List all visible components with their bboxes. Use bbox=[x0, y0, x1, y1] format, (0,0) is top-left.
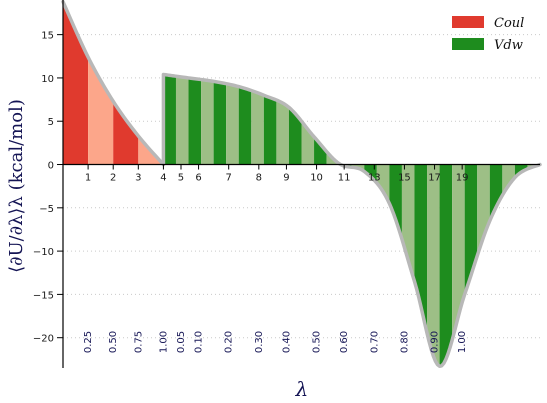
lambda-label: 0.30 bbox=[254, 331, 265, 353]
y-tick-label: −15 bbox=[33, 290, 54, 301]
x-index-label: 7 bbox=[226, 173, 232, 184]
coul-stripe bbox=[88, 57, 114, 165]
lambda-label: 0.90 bbox=[430, 331, 441, 353]
vdw-stripe bbox=[213, 81, 227, 165]
y-tick-label: −20 bbox=[33, 334, 54, 345]
lambda-label: 0.20 bbox=[224, 331, 235, 353]
lambda-label: 1.00 bbox=[158, 331, 169, 353]
y-tick-label: −10 bbox=[33, 247, 54, 258]
x-index-label: 19 bbox=[456, 173, 469, 184]
vdw-stripe bbox=[251, 90, 264, 165]
vdw-stripe bbox=[401, 164, 415, 282]
legend-label-coul: Coul bbox=[494, 16, 524, 31]
vdw-stripe bbox=[489, 164, 503, 221]
y-tick-label: 15 bbox=[41, 31, 54, 42]
lambda-label: 0.40 bbox=[281, 331, 292, 353]
vdw-stripe bbox=[276, 100, 289, 165]
lambda-label: 1.00 bbox=[457, 331, 468, 353]
vdw-curve bbox=[161, 72, 542, 369]
lambda-label: 0.50 bbox=[108, 331, 119, 353]
vdw-stripe bbox=[238, 86, 252, 165]
vdw-stripe bbox=[477, 164, 490, 256]
x-index-label: 17 bbox=[428, 173, 441, 184]
vdw-stripe bbox=[452, 164, 465, 341]
x-index-label: 10 bbox=[310, 173, 323, 184]
lambda-label: 0.25 bbox=[83, 331, 94, 353]
x-index-label: 5 bbox=[178, 173, 184, 184]
x-index-label: 13 bbox=[368, 173, 381, 184]
lambda-label: 0.80 bbox=[399, 331, 410, 353]
legend-swatch-vdw bbox=[452, 38, 484, 50]
vdw-stripe bbox=[175, 76, 189, 165]
x-axis: 1 2 3 4 5 6 7 8 9 10 11 13 15 17 19 0.25 0.50 0.75 1.00 0.0… bbox=[83, 164, 469, 353]
vdw-stripe bbox=[163, 74, 176, 165]
vdw-stripe bbox=[314, 136, 327, 165]
vdw-stripe bbox=[301, 121, 315, 165]
lambda-label: 0.10 bbox=[194, 331, 205, 353]
x-index-label: 15 bbox=[398, 173, 411, 184]
vdw-stripe bbox=[226, 83, 239, 165]
vdw-stripe bbox=[288, 107, 302, 165]
x-index-label: 11 bbox=[338, 173, 351, 184]
coul-curve bbox=[61, 0, 166, 167]
lambda-label: 0.60 bbox=[339, 331, 350, 353]
vdw-stripe bbox=[188, 77, 202, 165]
coul-stripe bbox=[63, 1, 89, 165]
lambda-label: 0.70 bbox=[369, 331, 380, 353]
coul-stripe bbox=[113, 101, 139, 165]
x-index-label: 1 bbox=[85, 173, 91, 184]
lambda-label: 0.75 bbox=[133, 331, 144, 353]
x-index-label: 6 bbox=[195, 173, 201, 184]
vdw-stripe bbox=[439, 164, 453, 367]
coul-stripe bbox=[138, 135, 164, 165]
lambda-label: 0.05 bbox=[176, 331, 187, 353]
y-tick-label: 5 bbox=[48, 117, 54, 128]
lambda-label: 0.50 bbox=[312, 331, 323, 353]
x-axis-label: λ bbox=[295, 377, 309, 401]
x-index-label: 4 bbox=[160, 173, 166, 184]
y-tick-label: −5 bbox=[39, 204, 54, 215]
y-axis: −20 −15 −10 −5 0 5 10 15 bbox=[33, 0, 64, 368]
legend-swatch-coul bbox=[452, 16, 484, 28]
legend-label-vdw: Vdw bbox=[494, 38, 523, 53]
x-index-label: 9 bbox=[283, 173, 289, 184]
plot-area bbox=[61, 0, 542, 369]
vdw-stripe bbox=[427, 164, 440, 367]
legend: Coul Vdw bbox=[452, 16, 524, 53]
vdw-stripe bbox=[389, 164, 402, 240]
y-tick-label: 0 bbox=[48, 161, 54, 172]
x-index-label: 3 bbox=[135, 173, 141, 184]
vdw-stripe bbox=[201, 79, 214, 165]
y-tick-label: 10 bbox=[41, 74, 54, 85]
y-axis-label: ⟨∂U/∂λ⟩λ (kcal/mol) bbox=[6, 99, 27, 273]
x-index-label: 2 bbox=[110, 173, 116, 184]
vdw-stripe bbox=[263, 95, 277, 165]
x-index-label: 8 bbox=[256, 173, 262, 184]
